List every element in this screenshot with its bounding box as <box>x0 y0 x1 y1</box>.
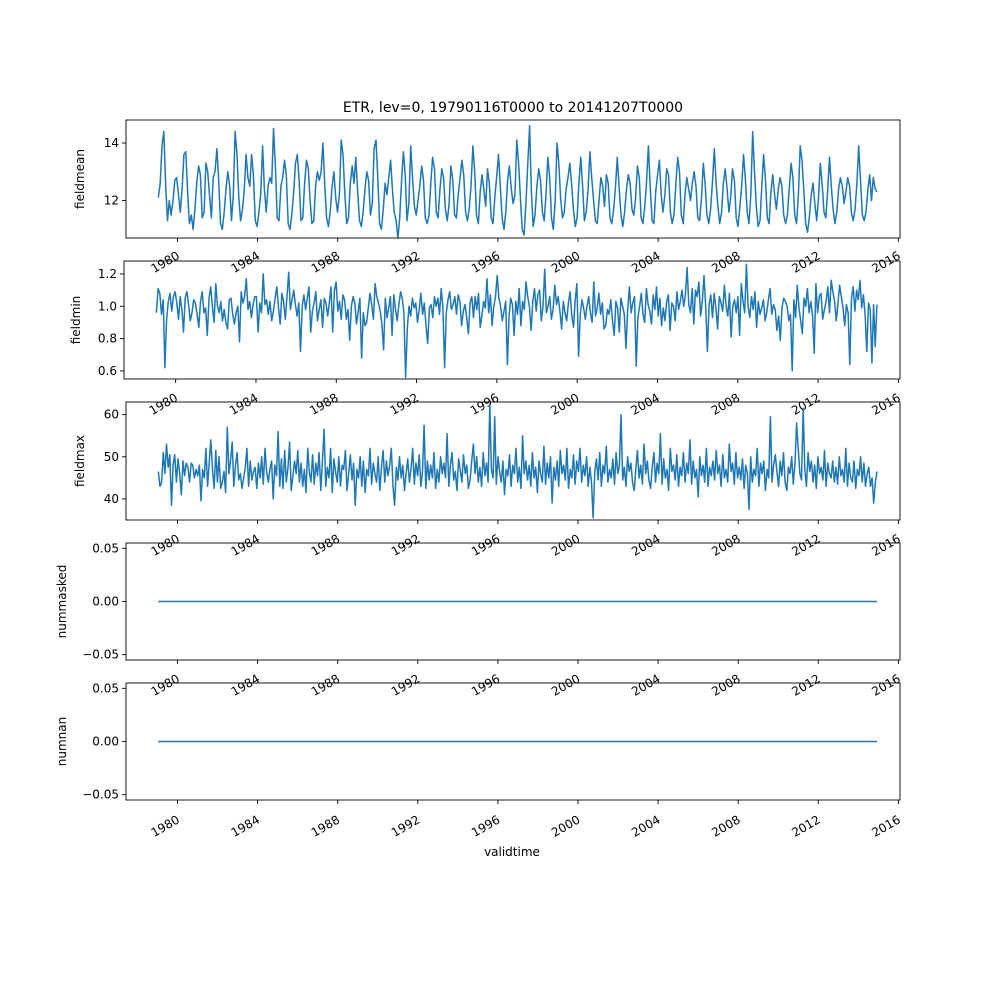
x-tick-label: 2000 <box>549 671 582 698</box>
x-tick-label: 2008 <box>709 248 742 275</box>
x-tick-label: 2008 <box>709 671 742 698</box>
series-line-fieldmin <box>155 263 878 379</box>
y-tick-label: −0.05 <box>82 648 119 662</box>
series-line-fieldmax <box>157 403 878 519</box>
x-tick-label: 2016 <box>869 812 902 839</box>
x-tick-label: 2004 <box>629 390 662 417</box>
subplot-nummasked: −0.05 0.00 0.05 nummasked 1980 1984 1988 1992 19… <box>55 541 903 699</box>
chart-title: ETR, lev=0, 19790116T0000 to 20141207T00… <box>343 100 683 116</box>
x-tick-label: 2012 <box>789 390 822 417</box>
y-axis-label: fieldmin <box>69 296 83 345</box>
x-tick-label: 2016 <box>869 390 902 417</box>
x-tick-label: 2008 <box>709 531 742 558</box>
x-tick-label: 1996 <box>469 531 502 558</box>
y-tick-label: 12 <box>104 194 119 208</box>
x-tick-label: 2012 <box>789 531 822 558</box>
plot-frame <box>123 260 901 380</box>
x-tick-label: 1988 <box>307 390 340 417</box>
y-tick-label: 1.2 <box>98 267 117 281</box>
x-tick-label: 2004 <box>629 531 662 558</box>
x-tick-label: 1984 <box>227 390 260 417</box>
x-tick-label: 2004 <box>629 671 662 698</box>
subplot-fieldmax: 40 50 60 fieldmax 1980 1984 1988 1992 1996 2000 20… <box>73 401 903 559</box>
y-tick-label: 60 <box>104 408 119 422</box>
plot-frame <box>125 119 901 239</box>
x-tick-label: 1984 <box>229 812 262 839</box>
subplot-numnan: −0.05 0.00 0.05 numnan 1980 1984 1988 1992 1996 2… <box>55 681 903 840</box>
y-tick-label: −0.05 <box>82 788 119 802</box>
x-tick-label: 2008 <box>709 390 742 417</box>
x-tick-label: 2000 <box>549 248 582 275</box>
y-axis-label: nummasked <box>55 565 69 639</box>
x-tick-label: 1980 <box>147 390 180 417</box>
x-tick-label: 2000 <box>549 531 582 558</box>
x-tick-label: 1996 <box>469 248 502 275</box>
x-tick-label: 1984 <box>229 671 262 698</box>
y-tick-label: 0.05 <box>92 681 119 695</box>
series-line-fieldmean <box>157 125 878 239</box>
y-tick-label: 0.6 <box>98 364 117 378</box>
y-tick-label: 1.0 <box>98 299 117 313</box>
x-tick-label: 1988 <box>309 812 342 839</box>
x-tick-label: 2016 <box>869 671 902 698</box>
y-tick-label: 0.00 <box>92 735 119 749</box>
x-tick-label: 1996 <box>468 390 501 417</box>
x-tick-label: 1980 <box>149 248 182 275</box>
x-tick-label: 1992 <box>389 671 422 698</box>
x-tick-label: 2000 <box>548 390 581 417</box>
subplot-stack: 12 14 fieldmean 1980 1984 1988 1992 1996 2000 200… <box>55 119 903 840</box>
y-tick-label: 40 <box>104 492 119 506</box>
subplot-fieldmean: 12 14 fieldmean 1980 1984 1988 1992 1996 2000 200… <box>73 119 903 276</box>
x-tick-label: 1988 <box>309 531 342 558</box>
x-tick-label: 2012 <box>789 812 822 839</box>
x-tick-label: 2008 <box>709 812 742 839</box>
x-tick-label: 2012 <box>789 671 822 698</box>
y-tick-label: 0.00 <box>92 595 119 609</box>
x-tick-label: 1980 <box>149 812 182 839</box>
x-tick-label: 2000 <box>549 812 582 839</box>
subplot-fieldmin: 0.6 0.8 1.0 1.2 fieldmin 1980 1984 1988 1992 1996… <box>69 260 903 418</box>
x-tick-label: 1988 <box>309 248 342 275</box>
x-tick-label: 1988 <box>309 671 342 698</box>
x-tick-label: 2016 <box>869 248 902 275</box>
x-tick-label: 2004 <box>629 248 662 275</box>
x-tick-label: 1984 <box>229 531 262 558</box>
y-tick-label: 14 <box>104 136 119 150</box>
y-tick-label: 50 <box>104 450 119 464</box>
x-tick-label: 1992 <box>389 531 422 558</box>
y-axis-label: fieldmean <box>73 149 87 209</box>
y-axis-label: fieldmax <box>73 435 87 487</box>
x-tick-label: 1996 <box>469 671 502 698</box>
plot-frame <box>125 401 901 521</box>
x-tick-label: 1984 <box>229 248 262 275</box>
x-tick-label: 2016 <box>869 531 902 558</box>
x-tick-label: 1992 <box>389 248 422 275</box>
x-tick-label: 2012 <box>789 248 822 275</box>
x-tick-label: 1980 <box>149 531 182 558</box>
y-tick-label: 0.8 <box>98 332 117 346</box>
x-tick-label: 1992 <box>389 812 422 839</box>
y-tick-label: 0.05 <box>92 541 119 555</box>
x-tick-label: 2004 <box>629 812 662 839</box>
y-axis-label: numnan <box>55 717 69 766</box>
x-tick-label: 1996 <box>469 812 502 839</box>
x-axis-label: validtime <box>484 845 540 859</box>
x-tick-label: 1992 <box>388 390 421 417</box>
x-tick-label: 1980 <box>149 671 182 698</box>
